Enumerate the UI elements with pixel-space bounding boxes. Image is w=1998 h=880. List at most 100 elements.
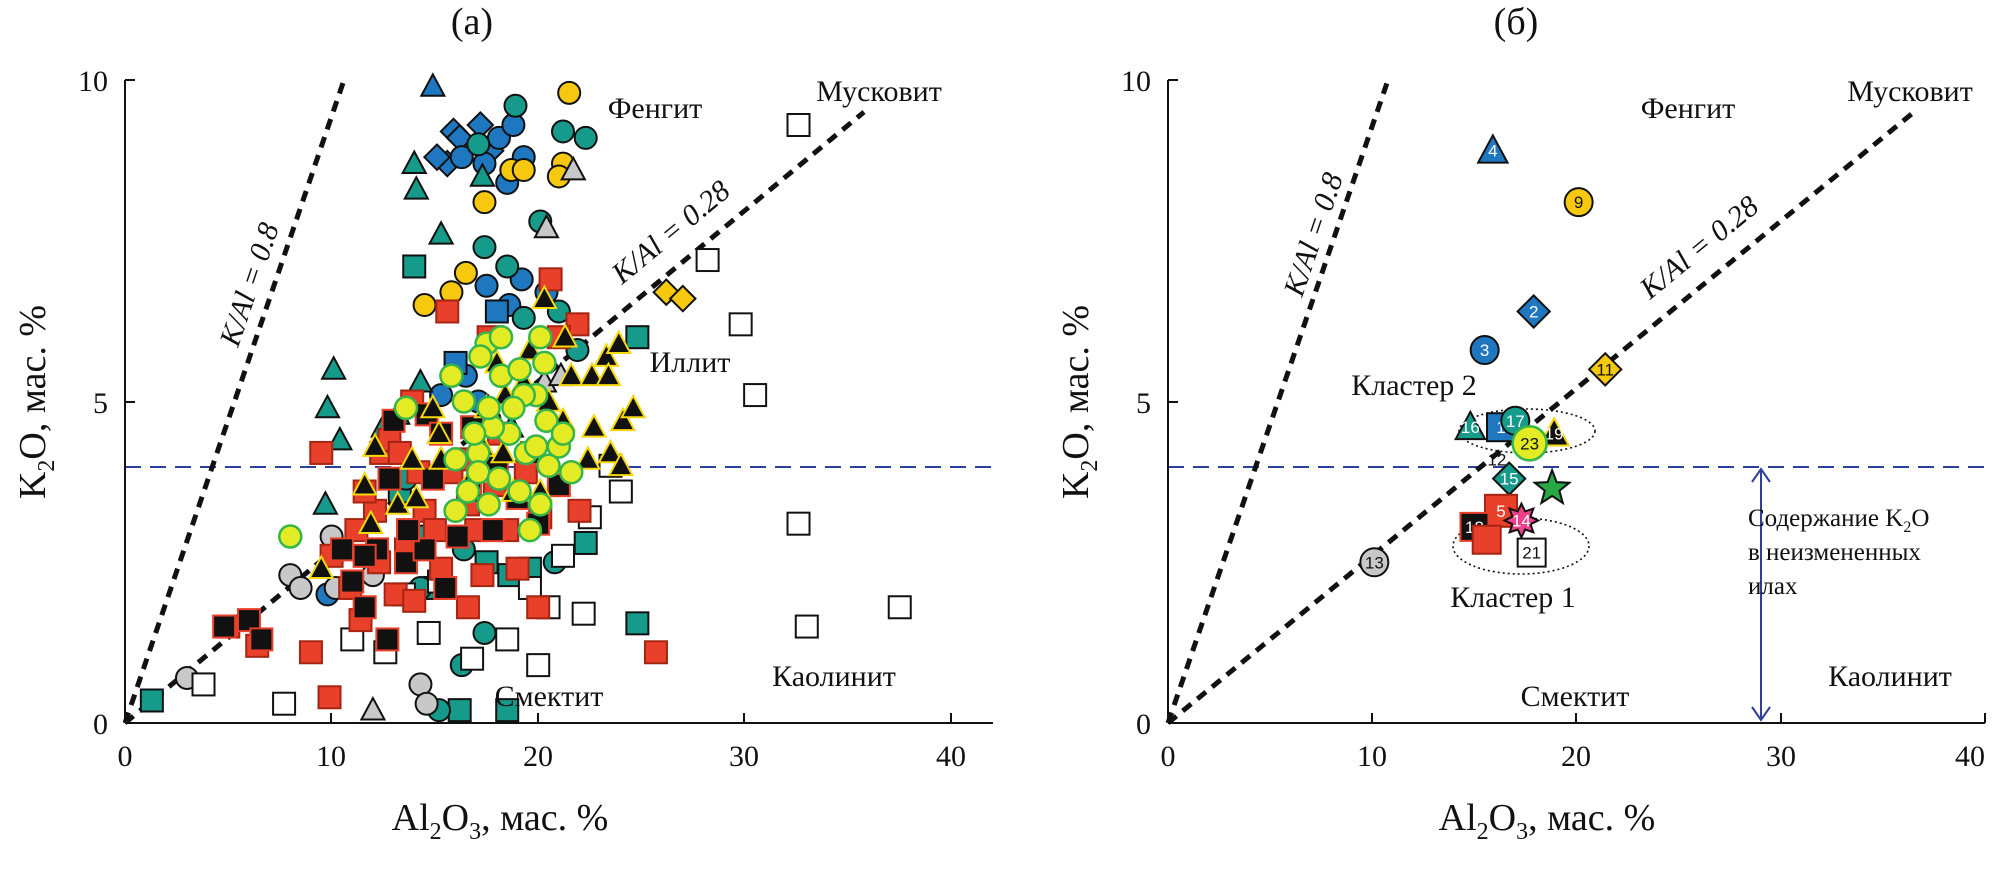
- panel-b-y-tick-5: 5: [1136, 387, 1151, 420]
- data-point-black-square: [352, 543, 377, 568]
- data-point-black-triangle: [425, 419, 453, 444]
- data-point-teal-square: [402, 254, 427, 279]
- data-point-gray-triangle: [560, 155, 587, 181]
- panel-label-a: (а): [451, 1, 493, 43]
- data-point-white-square: [416, 620, 441, 645]
- data-point-yellow-circle: [453, 260, 478, 285]
- data-point-lime-circle: [451, 389, 477, 414]
- data-point-white-square: [728, 312, 753, 337]
- data-point-teal-circle: [573, 125, 598, 150]
- data-point-teal-triangle: [314, 393, 341, 419]
- data-point-white-square: [786, 113, 811, 138]
- sample-marker-21: [1516, 537, 1547, 568]
- data-point-black-square: [236, 608, 261, 633]
- data-point-gray-triangle: [533, 213, 560, 239]
- data-point-black-triangle: [574, 445, 602, 470]
- data-point-teal-circle: [495, 254, 520, 279]
- data-point-blue-diamond: [422, 143, 452, 172]
- panel-a-region-illit: Иллит: [650, 346, 731, 379]
- data-point-black-square: [433, 575, 458, 600]
- data-point-blue-triangle: [419, 72, 447, 97]
- cluster-1-label: Кластер 1: [1450, 581, 1576, 614]
- data-point-lime-circle: [536, 453, 561, 479]
- panel-a: 10 5 0 0 10 20 30 40 Al2O3, мас. % K2O, …: [12, 65, 993, 845]
- data-point-red-square: [298, 640, 323, 665]
- data-point-lime-circle: [486, 466, 512, 491]
- data-point-black-triangle: [398, 445, 426, 470]
- panel-b-region-kaolinit: Каолинит: [1828, 660, 1952, 693]
- data-point-yellow-circle: [472, 190, 497, 215]
- panel-a-y-tick-10: 10: [78, 65, 108, 98]
- panel-b-region-smektit: Смектит: [1521, 680, 1630, 713]
- data-point-black-triangle: [357, 509, 385, 535]
- sample-label-15: 15: [1500, 470, 1519, 489]
- data-point-black-square: [377, 466, 402, 491]
- panel-a-x-tick-0: 0: [118, 740, 133, 773]
- panel-b-ratio-label-08: K/Al = 0.8: [1277, 169, 1350, 302]
- kaolinit-note-line-2: в неизмененных: [1748, 539, 1921, 566]
- data-point-white-square: [526, 653, 551, 678]
- sample-label-17: 17: [1506, 412, 1525, 431]
- data-point-teal-triangle: [312, 490, 339, 515]
- panel-b-x-tick-30: 30: [1766, 740, 1796, 773]
- data-point-black-triangle: [489, 438, 517, 464]
- data-point-black-square: [329, 537, 354, 562]
- data-point-teal-triangle: [320, 355, 347, 380]
- panel-a-x-tick-10: 10: [316, 740, 346, 773]
- data-point-black-triangle: [595, 361, 622, 387]
- data-point-black-triangle: [578, 361, 606, 387]
- data-point-white-square: [743, 383, 768, 408]
- sample-marker-11: [1587, 351, 1623, 387]
- panel-label-b: (б): [1494, 1, 1539, 43]
- data-point-teal-square: [625, 611, 650, 636]
- data-point-lime-circle: [488, 324, 514, 350]
- data-point-yellow-circle: [557, 80, 582, 105]
- data-point-lime-circle: [507, 479, 532, 504]
- data-point-red-square: [538, 267, 563, 292]
- panel-b-region-fengit: Фенгит: [1641, 92, 1736, 125]
- panel-b-y-ticks: [1168, 79, 1178, 724]
- sample-marker-9: [1563, 187, 1594, 218]
- data-point-black-square: [445, 524, 470, 549]
- data-point-teal-triangle: [407, 368, 434, 393]
- data-point-teal-circle: [503, 93, 528, 118]
- data-point-lime-circle: [393, 395, 419, 421]
- sample-marker: [1471, 524, 1502, 555]
- data-point-lime-circle: [534, 408, 559, 434]
- data-point-red-square: [455, 595, 480, 620]
- panel-a-x-axis-title: Al2O3, мас. %: [392, 797, 609, 845]
- data-point-black-square: [375, 627, 400, 652]
- data-point-teal-circle: [511, 305, 536, 330]
- data-point-lime-circle: [528, 324, 553, 350]
- data-point-red-square: [526, 595, 551, 620]
- data-point-lime-circle: [278, 524, 303, 549]
- kaolinit-note-line-1: Содержание K2O: [1748, 505, 1929, 536]
- data-point-gray-triangle: [359, 695, 387, 721]
- data-point-teal-square: [625, 325, 650, 350]
- sample-label-12: 12: [1487, 450, 1506, 469]
- sample-label-1: 1: [1496, 418, 1505, 437]
- data-point-teal-square: [495, 698, 520, 723]
- sample-label-23: 23: [1520, 434, 1539, 453]
- data-point-black-triangle: [531, 284, 558, 309]
- data-point-black-square: [340, 569, 365, 594]
- data-point-teal-circle: [550, 119, 575, 144]
- panel-b-x-tick-0: 0: [1161, 740, 1176, 773]
- panel-a-points: [139, 72, 912, 723]
- sample-marker-3: [1469, 335, 1500, 366]
- data-point-red-square: [567, 498, 592, 523]
- sample-marker-14: [1502, 501, 1541, 540]
- data-point-yellow-diamond: [652, 278, 681, 307]
- sample-label-13: 13: [1365, 553, 1384, 572]
- sample-label-5: 5: [1496, 502, 1505, 521]
- sample-label-21: 21: [1522, 544, 1541, 563]
- panel-a-region-kaolinit: Каолинит: [772, 660, 896, 693]
- panel-b: 4923111611719231215518142113 10 5 0 0 10…: [1055, 65, 1986, 845]
- data-point-teal-circle: [472, 235, 497, 260]
- panel-b-y-tick-0: 0: [1136, 708, 1151, 741]
- data-point-yellow-diamond: [668, 284, 697, 313]
- data-point-red-square: [505, 556, 530, 581]
- cluster-2-label: Кластер 2: [1351, 369, 1477, 402]
- panel-a-x-ticks: [330, 713, 952, 723]
- data-point-lime-circle: [455, 479, 481, 504]
